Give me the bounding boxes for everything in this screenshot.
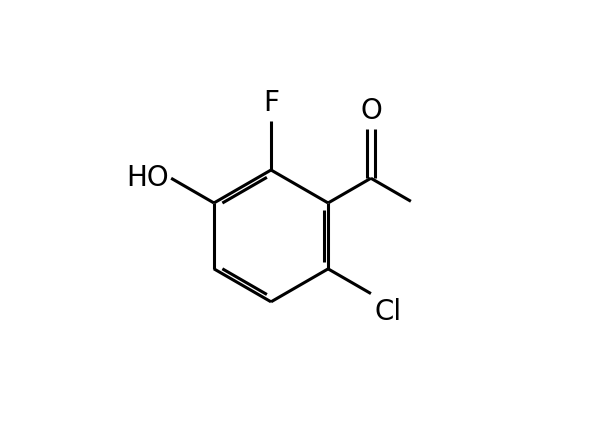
Text: Cl: Cl — [375, 297, 401, 326]
Text: HO: HO — [126, 164, 168, 192]
Text: O: O — [360, 97, 382, 125]
Text: F: F — [263, 89, 279, 116]
